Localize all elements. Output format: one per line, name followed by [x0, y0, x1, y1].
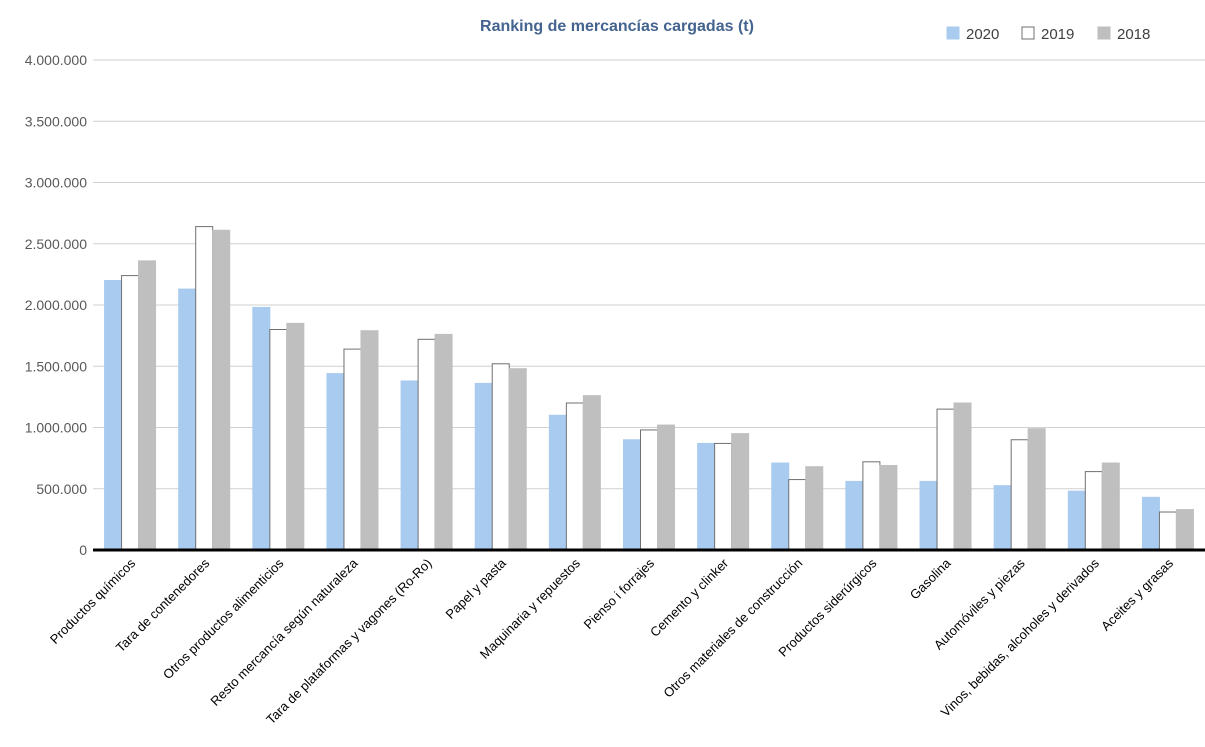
bar-2019 [121, 275, 140, 551]
bar-2019 [269, 329, 288, 551]
chart-title: Ranking de mercancías cargadas (t) [480, 18, 754, 35]
bar-2018 [212, 229, 231, 551]
bar-2019 [565, 402, 584, 551]
x-tick-label: Otros productos alimenticios [160, 555, 287, 682]
y-axis: 0 500.000 1.000.000 1.500.000 2.000.000 2.500… [25, 52, 88, 558]
bar-2018 [582, 395, 601, 551]
bar-2019 [640, 429, 658, 551]
legend-label-2018: 2018 [1117, 26, 1150, 43]
bar-2020 [1141, 496, 1160, 551]
bar-2019 [417, 338, 436, 551]
bar-2019 [491, 363, 510, 551]
bar-2020 [548, 414, 567, 551]
bar-2019 [343, 348, 362, 551]
bar-2020 [1067, 490, 1086, 551]
x-tick-label: Gasolina [907, 555, 954, 602]
bar-2018 [508, 368, 527, 551]
bar-2019 [788, 479, 807, 551]
x-tick-label: Tara de plataformas y vagones (Ro-Ro) [263, 556, 435, 728]
bar-2020 [623, 439, 641, 551]
y-tick-label: 3.000.000 [25, 175, 87, 191]
x-tick-label: Vinos, bebidas, alcoholes y derivados [938, 555, 1103, 720]
y-tick-label: 4.000.000 [25, 52, 87, 68]
bar-2018 [879, 464, 898, 551]
legend-swatch-2020 [946, 26, 960, 40]
bar-2018 [731, 433, 750, 551]
bar-2018 [434, 333, 453, 551]
x-tick-label: Otros materiales de construcción [660, 556, 805, 701]
x-tick-label: Cemento y clinker [647, 555, 732, 640]
bar-2018 [953, 402, 972, 551]
bar-2019 [1158, 511, 1177, 551]
bar-2018 [286, 322, 305, 551]
legend-swatch-2018 [1097, 26, 1111, 40]
bar-2020 [845, 480, 864, 551]
bar-2019 [862, 461, 881, 551]
bar-2020 [771, 462, 790, 551]
y-tick-label: 500.000 [36, 481, 87, 497]
legend-label-2020: 2020 [966, 26, 999, 43]
bar-2018 [805, 466, 824, 551]
bar-2019 [195, 226, 214, 551]
x-tick-label: Papel y pasta [443, 555, 510, 622]
bar-2020 [474, 382, 493, 551]
bar-2018 [1101, 462, 1120, 551]
bar-2018 [657, 424, 675, 551]
bar-2019 [714, 442, 733, 551]
bar-2019 [1084, 471, 1103, 551]
bar-2020 [697, 442, 716, 551]
bar-2020 [993, 485, 1012, 551]
bar-2018 [1027, 428, 1046, 551]
legend-label-2019: 2019 [1041, 26, 1074, 43]
bar-2020 [178, 288, 197, 551]
bar-2018 [360, 330, 379, 551]
bars [104, 226, 1194, 551]
bar-2018 [138, 260, 157, 551]
y-tick-label: 2.000.000 [25, 297, 87, 313]
x-tick-label: Pienso i forrajes [581, 555, 658, 632]
bar-2018 [1175, 509, 1194, 551]
y-tick-label: 2.500.000 [25, 236, 87, 252]
legend-swatch-2019 [1021, 26, 1035, 40]
bar-2020 [104, 280, 123, 551]
x-tick-label: Resto mercancía según naturaleza [207, 555, 361, 709]
bar-2020 [252, 306, 271, 551]
y-tick-label: 3.500.000 [25, 113, 87, 129]
x-tick-label: Aceites y grasas [1098, 555, 1176, 633]
y-tick-label: 0 [79, 542, 87, 558]
bar-2020 [400, 380, 419, 551]
bar-2019 [1010, 439, 1029, 551]
y-tick-label: 1.500.000 [25, 358, 87, 374]
y-tick-label: 1.000.000 [25, 420, 87, 436]
bar-2019 [936, 408, 955, 551]
bar-2020 [919, 480, 938, 551]
legend: 2020 2019 2018 [946, 26, 1150, 43]
bar-2020 [326, 373, 345, 551]
